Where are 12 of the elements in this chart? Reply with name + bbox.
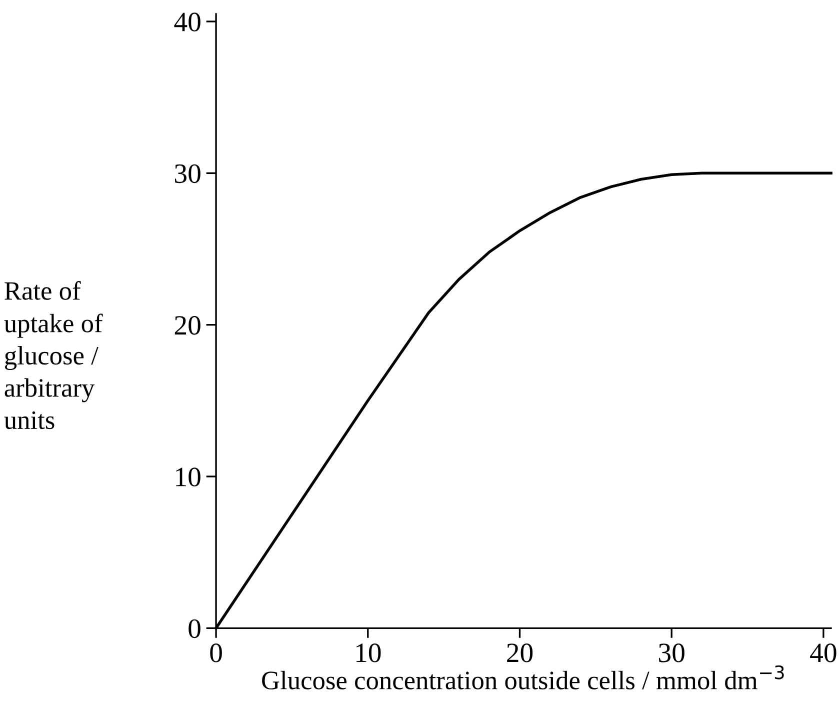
y-tick-label: 30 bbox=[175, 164, 200, 184]
x-tick-label: 30 bbox=[659, 644, 684, 662]
y-tick-label: 0 bbox=[188, 619, 200, 638]
x-axis-title: Glucose concentration outside cells / mmol dm$^{−3}$ bbox=[262, 665, 784, 690]
y-tick-label: 10 bbox=[176, 468, 200, 486]
y-tick-label: 20 bbox=[174, 316, 200, 335]
y-tick-label: 40 bbox=[174, 12, 200, 32]
x-tick-label: 10 bbox=[356, 644, 381, 662]
x-tick-label: 0 bbox=[210, 644, 222, 662]
x-tick-label: 40 bbox=[810, 644, 836, 662]
x-tick-label: 20 bbox=[507, 644, 533, 662]
y-axis-title: Rate of uptake of glucose / arbitrary units bbox=[4, 281, 103, 430]
